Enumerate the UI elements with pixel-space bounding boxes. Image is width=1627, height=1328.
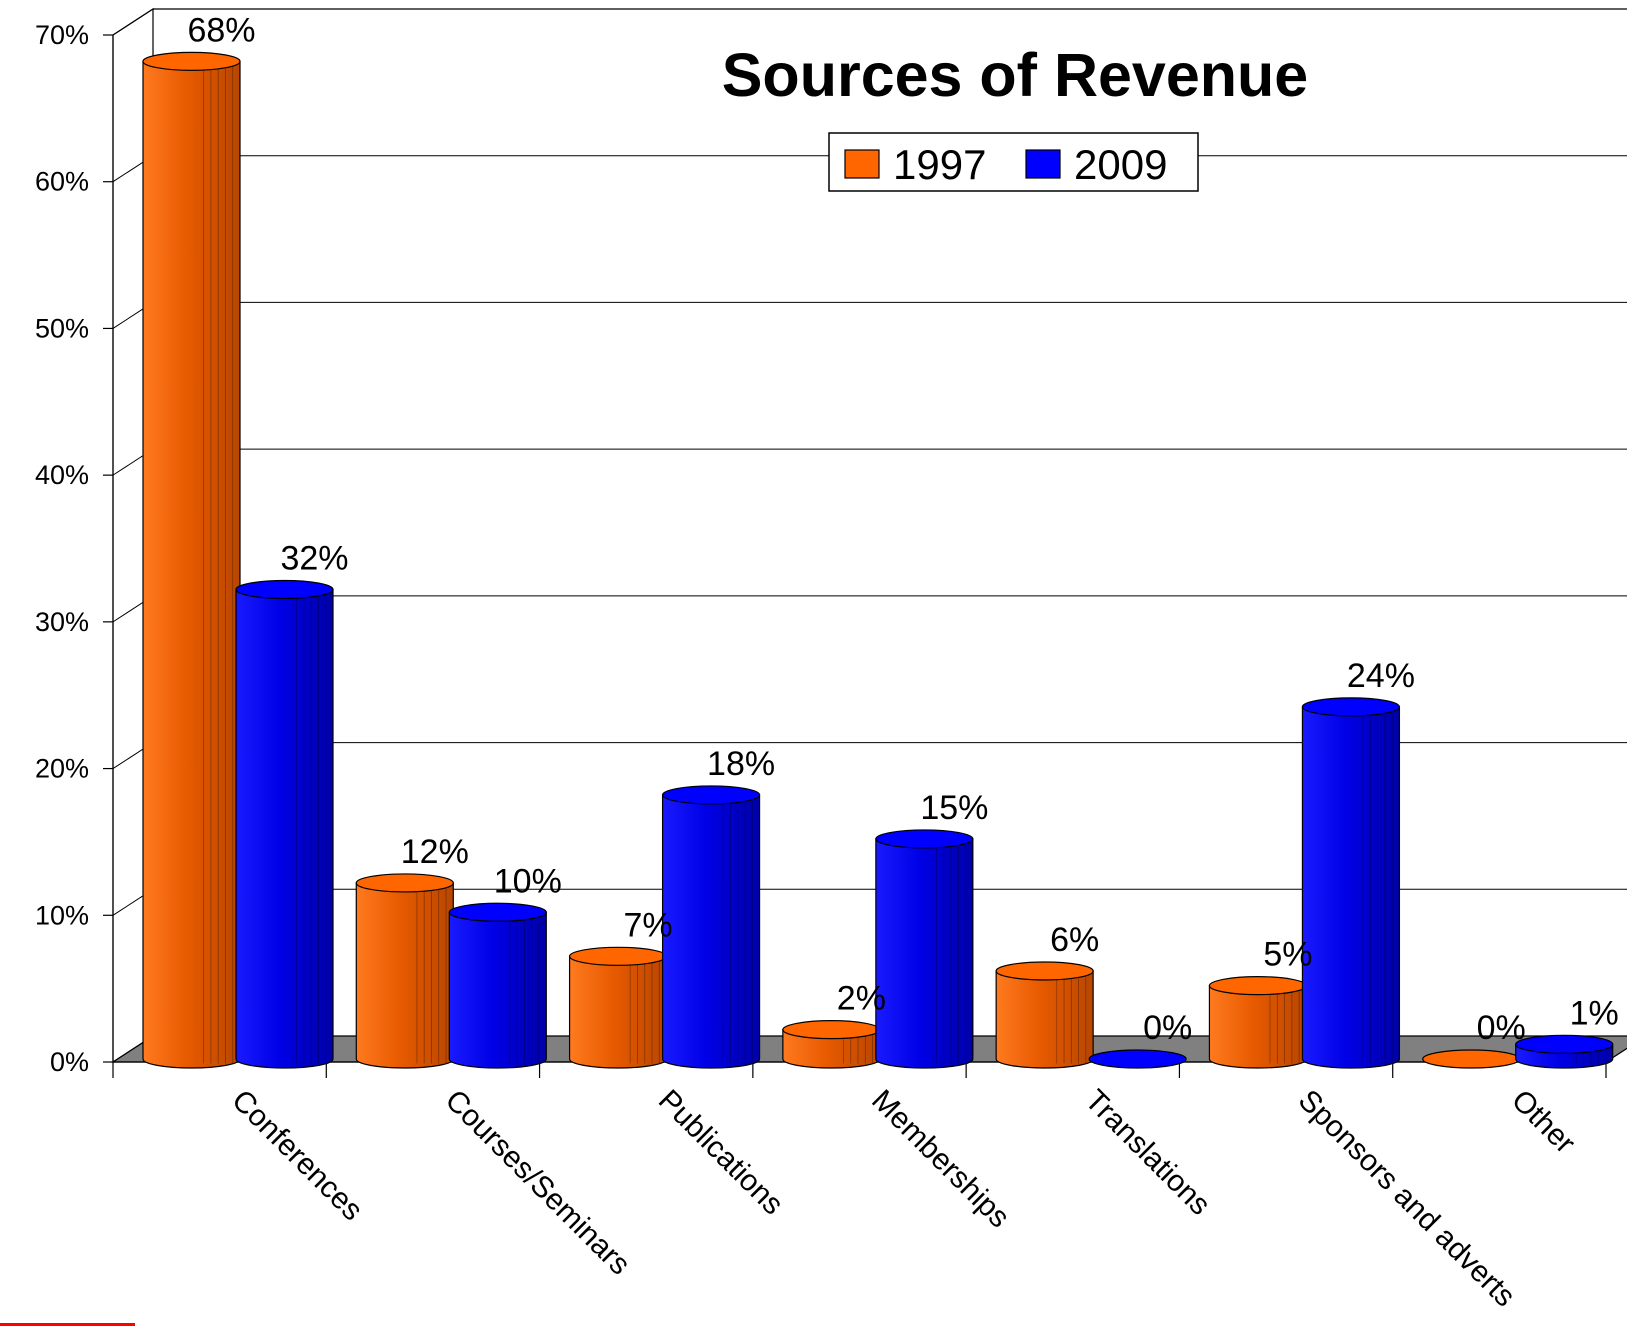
bar-1997-6: [1422, 1049, 1521, 1069]
data-label-2009-0: 32%: [280, 540, 348, 578]
bar-cap: [661, 785, 761, 805]
bar-1997-0: [142, 51, 241, 1069]
bar-cap: [875, 829, 974, 849]
bar-2009-5: [1301, 697, 1401, 1069]
y-tick-label: 50%: [35, 313, 89, 343]
x-tick-label: Memberships: [865, 1084, 1016, 1235]
bar-1997-5: [1208, 976, 1308, 1069]
bar-cap: [995, 961, 1094, 981]
y-tick-label: 10%: [35, 900, 89, 930]
bar-2009-3: [875, 829, 974, 1069]
y-tick-label: 70%: [35, 20, 89, 50]
data-label-1997-4: 6%: [1050, 921, 1099, 959]
bar-cap: [568, 946, 668, 966]
bar-body: [235, 588, 334, 1069]
y-tick-label: 60%: [35, 167, 89, 197]
bar-cap: [448, 902, 547, 922]
bar-2009-2: [661, 785, 761, 1069]
data-label-1997-6: 0%: [1477, 1009, 1526, 1047]
y-axis: 0% 10% 20% 30% 40% 50% 60% 70%: [35, 20, 114, 1077]
data-labels: 68% 12% 7% 2% 6% 5% 0% 32% 10% 18% 15% 0% 24% 1%: [187, 11, 1618, 1047]
x-tick-label: Translations: [1079, 1084, 1217, 1222]
legend-label-2009: 2009: [1074, 141, 1167, 188]
bar-cap: [1208, 976, 1308, 996]
data-label-2009-6: 1%: [1570, 994, 1619, 1032]
bar-cap: [782, 1020, 881, 1040]
bar-cap: [142, 51, 241, 71]
data-label-2009-1: 10%: [494, 862, 562, 900]
gridline: [112, 595, 1627, 623]
bar-cap: [235, 579, 334, 600]
bar-1997-1: [355, 873, 454, 1069]
x-axis: Conferences Courses/Seminars Publications M…: [112, 1061, 1607, 1314]
gridline: [112, 301, 1627, 329]
bar-2009-0: [235, 579, 334, 1069]
x-tick-label: Conferences: [225, 1084, 369, 1228]
y-tick-label: 30%: [35, 607, 89, 637]
bar-2009-4: [1088, 1049, 1187, 1069]
data-label-2009-4: 0%: [1143, 1009, 1192, 1047]
legend-swatch-2009: [1025, 149, 1061, 179]
gridline: [112, 448, 1627, 476]
legend-box: [828, 132, 1199, 192]
x-tick-label: Sponsors and adverts: [1292, 1084, 1522, 1314]
bar-body: [661, 794, 761, 1069]
bars: [142, 51, 1614, 1069]
bar-cap: [355, 873, 454, 893]
bar-body: [448, 911, 547, 1069]
data-label-2009-3: 15%: [920, 789, 988, 827]
data-label-1997-1: 12%: [401, 833, 469, 871]
bar-1997-2: [568, 946, 668, 1069]
legend-swatch-1997: [844, 149, 880, 179]
red-underline-mark: [0, 1323, 135, 1326]
bar-body: [875, 838, 974, 1069]
legend-label-1997: 1997: [893, 141, 986, 188]
chart-title: Sources of Revenue: [722, 41, 1308, 109]
bar-body: [1301, 706, 1401, 1069]
data-label-1997-3: 2%: [837, 980, 886, 1018]
y-tick-label: 0%: [50, 1047, 89, 1077]
data-label-1997-2: 7%: [624, 906, 673, 944]
x-tick-label: Other: [1505, 1084, 1581, 1160]
bar-cap: [1422, 1049, 1521, 1069]
bar-1997-4: [995, 961, 1094, 1069]
data-label-1997-0: 68%: [187, 11, 255, 49]
bar-cap: [1088, 1049, 1187, 1069]
bar-cap: [1301, 697, 1401, 717]
bar-2009-1: [448, 902, 547, 1069]
bar-1997-3: [782, 1020, 881, 1069]
data-label-2009-5: 24%: [1347, 657, 1415, 695]
x-tick-label: Courses/Seminars: [439, 1084, 637, 1282]
gridline: [112, 8, 1627, 36]
legend: 1997 2009: [828, 132, 1199, 192]
bar-cap: [1515, 1034, 1614, 1054]
x-tick-label: Publications: [652, 1084, 790, 1222]
data-label-2009-2: 18%: [707, 745, 775, 783]
data-label-1997-5: 5%: [1263, 936, 1312, 974]
bar-2009-6: [1515, 1034, 1614, 1069]
y-tick-label: 40%: [35, 460, 89, 490]
y-tick-label: 20%: [35, 754, 89, 784]
